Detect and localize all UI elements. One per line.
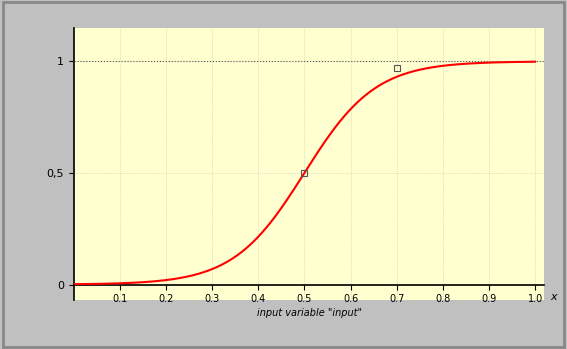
Text: x: x bbox=[550, 292, 557, 302]
X-axis label: input variable "input": input variable "input" bbox=[256, 309, 362, 318]
